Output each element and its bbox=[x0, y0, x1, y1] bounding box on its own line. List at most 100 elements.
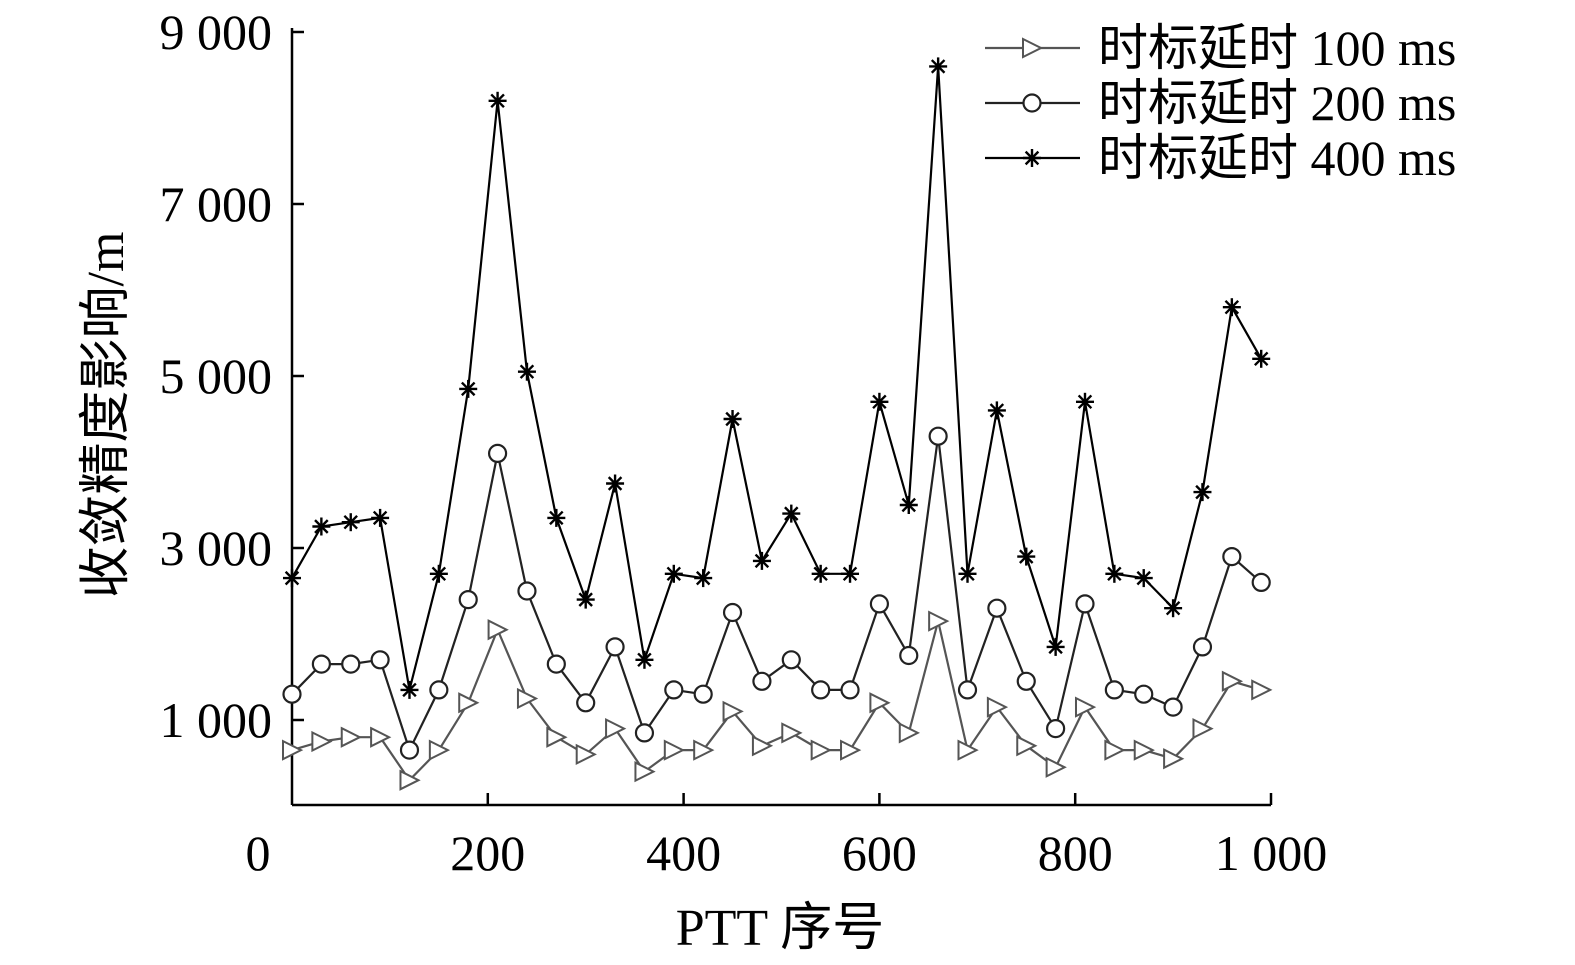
data-point bbox=[957, 680, 978, 700]
y-tick-label: 3 000 bbox=[160, 520, 273, 576]
data-point bbox=[723, 410, 742, 428]
data-point bbox=[282, 684, 302, 704]
data-point bbox=[606, 474, 625, 493]
data-point bbox=[371, 508, 390, 527]
data-point bbox=[811, 680, 831, 700]
y-tick-label: 5 000 bbox=[160, 348, 273, 404]
data-point bbox=[341, 513, 360, 532]
data-point bbox=[958, 564, 977, 583]
data-point bbox=[1252, 349, 1271, 368]
data-point bbox=[459, 379, 478, 398]
data-point bbox=[634, 723, 655, 743]
data-point bbox=[635, 650, 654, 669]
data-point bbox=[576, 693, 596, 713]
data-point bbox=[1251, 679, 1273, 701]
data-point bbox=[987, 401, 1006, 420]
legend-label: 时标延时 100 ms bbox=[1098, 20, 1456, 76]
data-point bbox=[1075, 594, 1095, 614]
ticks: 1 000 3 000 5 000 7 000 9 000 0 200 400 600 800 1 … bbox=[160, 4, 1328, 881]
data-point bbox=[1046, 718, 1066, 739]
legend-item: 时标延时 400 ms bbox=[985, 130, 1456, 186]
x-tick-label: 0 bbox=[246, 825, 271, 881]
data-point bbox=[311, 730, 333, 753]
data-point bbox=[1023, 149, 1041, 167]
data-point bbox=[782, 504, 801, 523]
data-point bbox=[311, 654, 331, 674]
data-point bbox=[928, 426, 948, 446]
data-point bbox=[722, 602, 743, 623]
data-point bbox=[517, 362, 536, 381]
y-axis-title: 收敛精度影响/m bbox=[78, 232, 135, 599]
data-point bbox=[1163, 748, 1185, 770]
data-point bbox=[1221, 670, 1244, 692]
data-point bbox=[840, 680, 860, 700]
data-point bbox=[869, 594, 890, 614]
data-point bbox=[1133, 739, 1155, 761]
data-point bbox=[1075, 392, 1094, 411]
data-point bbox=[1104, 739, 1126, 761]
data-point bbox=[752, 671, 772, 691]
data-point bbox=[546, 726, 568, 748]
series-layer bbox=[282, 57, 1273, 791]
data-point bbox=[1193, 483, 1212, 502]
data-point bbox=[986, 696, 1009, 718]
data-point bbox=[283, 569, 301, 588]
data-point bbox=[575, 743, 597, 766]
data-point bbox=[517, 581, 537, 601]
data-point bbox=[870, 392, 889, 411]
data-point bbox=[841, 564, 860, 583]
data-point bbox=[664, 680, 684, 700]
data-point bbox=[429, 680, 449, 700]
data-point bbox=[1016, 735, 1038, 757]
data-point bbox=[664, 564, 683, 583]
legend-label: 时标延时 200 ms bbox=[1098, 75, 1456, 131]
series-line bbox=[291, 66, 1263, 691]
data-point bbox=[605, 717, 627, 740]
axes bbox=[290, 28, 1271, 807]
data-point bbox=[1045, 756, 1067, 778]
data-point bbox=[928, 610, 950, 632]
data-point bbox=[693, 684, 713, 704]
legend-label: 时标延时 400 ms bbox=[1098, 130, 1456, 186]
data-point bbox=[694, 569, 713, 588]
data-point bbox=[722, 700, 744, 723]
x-tick-label: 400 bbox=[646, 825, 721, 881]
series bbox=[282, 610, 1273, 791]
series-line bbox=[291, 620, 1262, 782]
data-point bbox=[487, 443, 508, 463]
x-tick-label: 800 bbox=[1038, 825, 1113, 881]
series-line bbox=[291, 436, 1262, 754]
y-tick-label: 1 000 bbox=[160, 692, 273, 748]
data-point bbox=[370, 650, 390, 670]
data-point bbox=[1251, 572, 1271, 593]
data-point bbox=[340, 726, 362, 748]
data-point bbox=[1164, 599, 1183, 618]
data-point bbox=[663, 739, 686, 761]
data-point bbox=[1105, 564, 1124, 583]
data-point bbox=[1134, 684, 1154, 704]
data-point bbox=[929, 57, 948, 76]
data-point bbox=[488, 91, 507, 110]
data-point bbox=[840, 739, 862, 761]
data-point bbox=[399, 740, 420, 760]
x-tick-label: 1 000 bbox=[1215, 825, 1328, 881]
data-point bbox=[282, 739, 304, 761]
data-point bbox=[516, 687, 539, 710]
data-point bbox=[957, 739, 979, 761]
data-point bbox=[898, 722, 921, 744]
series bbox=[282, 426, 1271, 760]
data-point bbox=[576, 590, 595, 609]
data-point bbox=[751, 735, 774, 757]
y-tick-label: 9 000 bbox=[160, 4, 273, 60]
data-point bbox=[1046, 637, 1065, 656]
data-point bbox=[1134, 569, 1153, 588]
data-point bbox=[781, 722, 803, 744]
data-point bbox=[781, 650, 801, 670]
data-point bbox=[1222, 546, 1242, 567]
data-point bbox=[693, 739, 715, 761]
data-point bbox=[605, 637, 625, 657]
data-point bbox=[1022, 93, 1042, 113]
data-point bbox=[811, 564, 830, 583]
